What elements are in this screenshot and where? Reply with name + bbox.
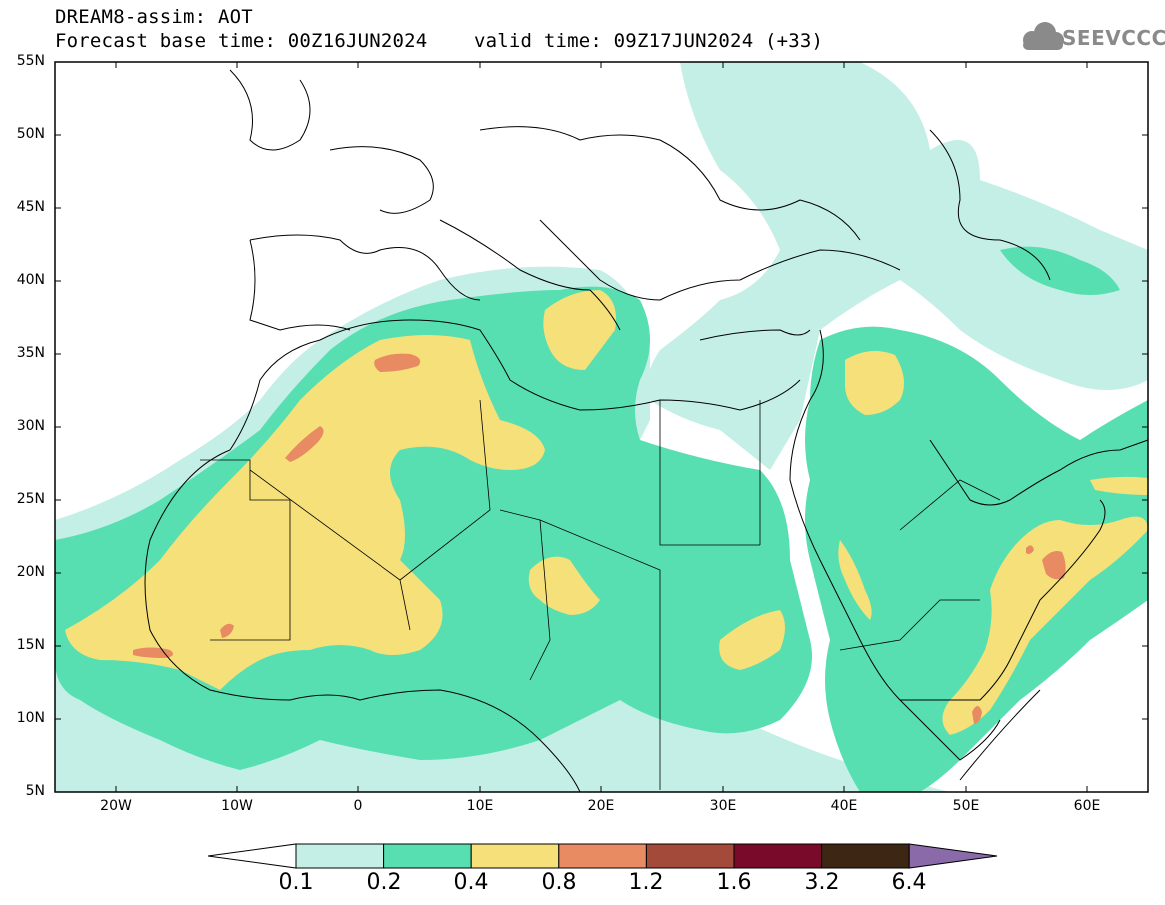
lat-label-25n: 25N — [16, 491, 45, 507]
colorbar-label-6-4: 6.4 — [891, 870, 927, 895]
colorbar-segment-0-4 — [470, 843, 560, 869]
colorbar-segment-3-2 — [821, 843, 910, 869]
lat-label-30n: 30N — [16, 418, 45, 434]
lat-label-15n: 15N — [16, 637, 45, 653]
logo-text: SEEVCCC — [1062, 26, 1165, 50]
colorbar-segment-1-6 — [733, 843, 823, 869]
political-borders — [200, 399, 1001, 790]
colorbar-segment-0-2 — [383, 843, 472, 869]
lon-label-50e: 50E — [952, 798, 980, 814]
colorbar-label-0-4: 0.4 — [453, 870, 489, 895]
lon-label-60e: 60E — [1073, 798, 1101, 814]
lat-ticks — [55, 61, 1148, 720]
lat-label-5n: 5N — [25, 783, 45, 799]
lon-label-30e: 30E — [709, 798, 737, 814]
colorbar-label-1-6: 1.6 — [716, 870, 752, 895]
colorbar-segment-lt-0-1 — [207, 843, 297, 869]
lon-label-20e: 20E — [587, 798, 615, 814]
lat-label-20n: 20N — [16, 564, 45, 580]
colorbar-segment-1-2 — [645, 843, 735, 869]
lon-label-0: 0 — [353, 798, 363, 814]
lon-label-10w: 10W — [221, 798, 253, 814]
coastlines-borders — [144, 69, 1148, 792]
colorbar-label-3-2: 3.2 — [804, 870, 840, 895]
lon-label-40e: 40E — [830, 798, 858, 814]
lat-label-45n: 45N — [16, 199, 45, 215]
colorbar-label-0-2: 0.2 — [366, 870, 402, 895]
colorbar — [207, 843, 998, 869]
colorbar-segment-gt-6-4 — [908, 843, 998, 869]
lat-label-35n: 35N — [16, 345, 45, 361]
lat-label-50n: 50N — [16, 126, 45, 142]
aot-shading — [55, 62, 1148, 792]
aot-band-0-8 — [133, 353, 1066, 724]
lon-label-10e: 10E — [466, 798, 494, 814]
map-title: DREAM8-assim: AOT — [55, 6, 253, 28]
lat-label-40n: 40N — [16, 272, 45, 288]
forecast-time-line: Forecast base time: 00Z16JUN2024 valid t… — [55, 30, 824, 52]
colorbar-label-0-8: 0.8 — [541, 870, 577, 895]
colorbar-segment-0-1 — [295, 843, 385, 869]
lat-label-55n: 55N — [16, 53, 45, 69]
colorbar-label-1-2: 1.2 — [628, 870, 664, 895]
lon-ticks — [115, 62, 1088, 792]
cloud-icon — [1023, 22, 1064, 50]
lat-label-10n: 10N — [16, 710, 45, 726]
colorbar-label-0-1: 0.1 — [278, 870, 314, 895]
colorbar-segment-0-8 — [558, 843, 647, 869]
lon-label-20w: 20W — [100, 798, 132, 814]
